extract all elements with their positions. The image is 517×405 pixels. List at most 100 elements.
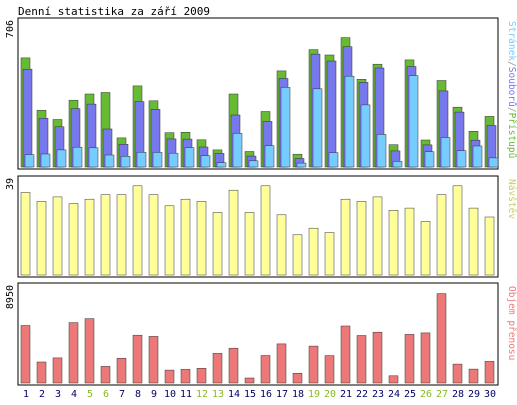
bar-stranek-day-25 xyxy=(408,75,419,168)
bar-objem-day-3 xyxy=(52,357,63,384)
legend-volume: Objem přenosu xyxy=(506,286,517,360)
bar-navstev-day-7 xyxy=(116,194,127,276)
bar-objem-day-10 xyxy=(164,369,175,384)
day-label-17: 17 xyxy=(276,389,288,400)
bar-objem-day-18 xyxy=(292,373,303,384)
panel-volume: 8950 Objem přenosu xyxy=(5,282,517,386)
day-labels: 1 2 3 4 5 6 7 8 9 10 11 12 13 14 15 16 17 18 19 20 21 22 23 24 2… xyxy=(23,389,496,400)
bar-navstev-day-21 xyxy=(340,198,351,276)
bar-stranek-day-30 xyxy=(488,157,499,168)
bar-stranek-day-16 xyxy=(264,145,275,168)
bar-stranek-day-19 xyxy=(312,88,323,168)
bar-navstev-day-30 xyxy=(484,216,495,276)
bar-navstev-day-8 xyxy=(132,185,143,276)
day-label-26: 26 xyxy=(420,389,432,400)
bar-objem-day-8 xyxy=(132,334,143,384)
bar-objem-day-20 xyxy=(324,355,335,384)
bar-objem-day-29 xyxy=(468,368,479,384)
bar-objem-day-1 xyxy=(20,325,31,384)
bar-objem-day-11 xyxy=(180,369,191,384)
bar-stranek-day-4 xyxy=(72,146,83,168)
legend-entry: Stránek xyxy=(506,21,517,61)
legend-entry: Souborů xyxy=(506,67,517,107)
bar-objem-day-13 xyxy=(212,353,223,384)
bar-stranek-day-5 xyxy=(88,147,99,168)
bar-navstev-day-4 xyxy=(68,203,79,276)
bar-objem-day-6 xyxy=(100,366,111,384)
bar-stranek-day-8 xyxy=(136,152,147,168)
panel-frame xyxy=(17,282,499,386)
bar-navstev-day-29 xyxy=(468,207,479,276)
day-label-5: 5 xyxy=(87,389,93,400)
bar-objem-day-28 xyxy=(452,363,463,384)
bar-stranek-day-22 xyxy=(360,104,371,168)
day-label-24: 24 xyxy=(388,389,400,400)
day-label-23: 23 xyxy=(372,389,384,400)
day-label-14: 14 xyxy=(228,389,240,400)
bar-navstev-day-22 xyxy=(356,201,367,276)
legend-entry: Objem přenosu xyxy=(506,286,517,360)
bar-navstev-day-25 xyxy=(404,207,415,276)
bar-stranek-day-6 xyxy=(104,154,115,168)
day-label-7: 7 xyxy=(119,389,125,400)
bar-objem-day-12 xyxy=(196,368,207,384)
bar-objem-day-17 xyxy=(276,343,287,384)
bar-objem-day-22 xyxy=(356,335,367,384)
bar-stranek-day-14 xyxy=(232,133,243,168)
bar-navstev-day-23 xyxy=(372,196,383,276)
bar-navstev-day-12 xyxy=(196,201,207,276)
bar-navstev-day-16 xyxy=(260,185,271,276)
bar-objem-day-5 xyxy=(84,318,95,384)
bar-stranek-day-23 xyxy=(376,134,387,168)
bar-stranek-day-13 xyxy=(216,162,227,168)
bar-objem-day-23 xyxy=(372,331,383,384)
panel-visits: 39 Návštěv xyxy=(5,175,517,278)
day-label-9: 9 xyxy=(151,389,157,400)
chart-title: Denní statistika za září 2009 xyxy=(18,5,210,18)
series-stranek xyxy=(24,75,499,168)
bar-objem-day-26 xyxy=(420,332,431,384)
bar-objem-day-7 xyxy=(116,358,127,384)
panel-frame xyxy=(17,175,499,278)
bar-navstev-day-15 xyxy=(244,212,255,276)
bar-navstev-day-27 xyxy=(436,194,447,276)
bar-objem-day-16 xyxy=(260,355,271,384)
bar-navstev-day-6 xyxy=(100,194,111,276)
legend-entry: Návštěv xyxy=(506,179,517,219)
legend-hits: Stránek/Souborů/Přístupů xyxy=(506,21,517,158)
bar-objem-day-30 xyxy=(484,361,495,384)
bar-souboru-day-1 xyxy=(22,68,33,168)
day-label-29: 29 xyxy=(468,389,480,400)
day-label-6: 6 xyxy=(103,389,109,400)
bar-objem-day-4 xyxy=(68,322,79,384)
bar-stranek-day-29 xyxy=(472,145,483,168)
day-label-20: 20 xyxy=(324,389,336,400)
bar-navstev-day-14 xyxy=(228,189,239,276)
bar-stranek-day-20 xyxy=(328,152,339,168)
bar-stranek-day-11 xyxy=(184,147,195,168)
day-label-28: 28 xyxy=(452,389,464,400)
bar-navstev-day-3 xyxy=(52,196,63,276)
bar-navstev-day-26 xyxy=(420,221,431,276)
bar-stranek-day-26 xyxy=(424,151,435,168)
bar-navstev-day-18 xyxy=(292,234,303,276)
bar-objem-day-15 xyxy=(244,377,255,384)
bar-stranek-day-10 xyxy=(168,152,179,168)
bar-navstev-day-13 xyxy=(212,212,223,276)
y-max-label: 39 xyxy=(5,178,16,190)
bar-objem-day-2 xyxy=(36,361,47,384)
y-max-label: 8950 xyxy=(5,285,16,309)
bar-souboru-day-20 xyxy=(326,60,337,168)
day-label-4: 4 xyxy=(71,389,77,400)
bar-stranek-day-27 xyxy=(440,137,451,168)
day-label-11: 11 xyxy=(180,389,192,400)
day-label-25: 25 xyxy=(404,389,416,400)
legend-entry: / xyxy=(506,107,517,113)
bar-navstev-day-24 xyxy=(388,210,399,276)
bar-stranek-day-28 xyxy=(456,150,467,168)
bar-objem-day-14 xyxy=(228,347,239,384)
bar-objem-day-21 xyxy=(340,325,351,384)
bar-stranek-day-1 xyxy=(24,154,35,168)
series-navstev xyxy=(20,185,495,276)
